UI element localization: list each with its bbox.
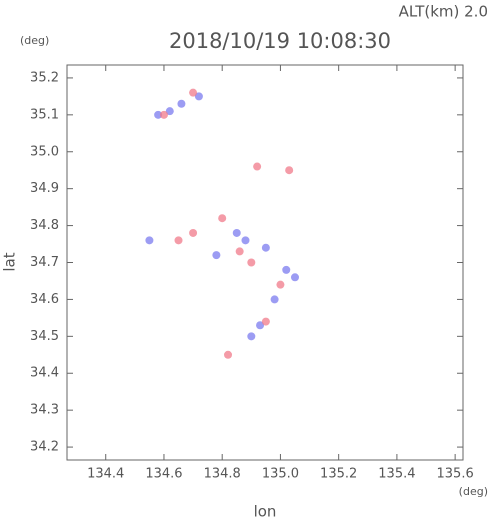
radar-echo [256, 321, 265, 330]
radar-echo [247, 258, 256, 267]
radar-echo [159, 110, 168, 119]
x-axis-label: lon [254, 503, 277, 521]
radar-echo [270, 295, 279, 304]
radar-echo [194, 92, 203, 101]
radar-echo [145, 236, 154, 245]
radar-echo [261, 317, 270, 326]
y-tick-label: 34.5 [30, 329, 59, 344]
y-tick-label: 34.3 [30, 403, 59, 418]
radar-echo [285, 166, 294, 175]
radar-echo [282, 265, 291, 274]
y-tick-label: 35.2 [30, 70, 59, 85]
radar-echo [224, 350, 233, 359]
radar-echo [253, 162, 262, 171]
radar-echo [276, 280, 285, 289]
radar-echo [189, 228, 198, 237]
y-tick-label: 34.6 [30, 292, 59, 307]
radar-echo [235, 247, 244, 256]
radar-echo [174, 236, 183, 245]
y-tick-label: 35.1 [30, 107, 59, 122]
y-unit: (deg) [20, 34, 49, 47]
y-tick-label: 34.2 [30, 440, 59, 455]
y-tick-label: 34.7 [30, 255, 59, 270]
x-tick-label: 135.0 [262, 467, 299, 482]
radar-echo [232, 228, 241, 237]
y-tick-label: 34.9 [30, 181, 59, 196]
x-tick-label: 135.6 [437, 467, 474, 482]
radar-echo [218, 214, 227, 223]
altitude-label: ALT(km) 2.0 [399, 3, 488, 21]
x-tick-label: 134.6 [145, 467, 182, 482]
y-tick-label: 34.8 [30, 218, 59, 233]
radar-echo [247, 332, 256, 341]
radar-echo [261, 243, 270, 252]
chart-title: 2018/10/19 10:08:30 [169, 29, 391, 53]
radar-echo [154, 110, 163, 119]
radar-echo [189, 88, 198, 97]
radar-echo [290, 273, 299, 282]
plot-frame [66, 64, 464, 461]
y-tick-label: 34.4 [30, 366, 59, 381]
y-tick-label: 35.0 [30, 144, 59, 159]
radar-echo [165, 107, 174, 116]
x-tick-label: 134.8 [204, 467, 241, 482]
radar-echo [177, 99, 186, 108]
x-unit: (deg) [459, 485, 488, 498]
x-tick-label: 135.4 [378, 467, 415, 482]
radar-echo [241, 236, 250, 245]
y-axis-label: lat [1, 252, 19, 271]
x-tick-label: 135.2 [320, 467, 357, 482]
radar-echo [212, 251, 221, 260]
x-tick-label: 134.4 [87, 467, 124, 482]
